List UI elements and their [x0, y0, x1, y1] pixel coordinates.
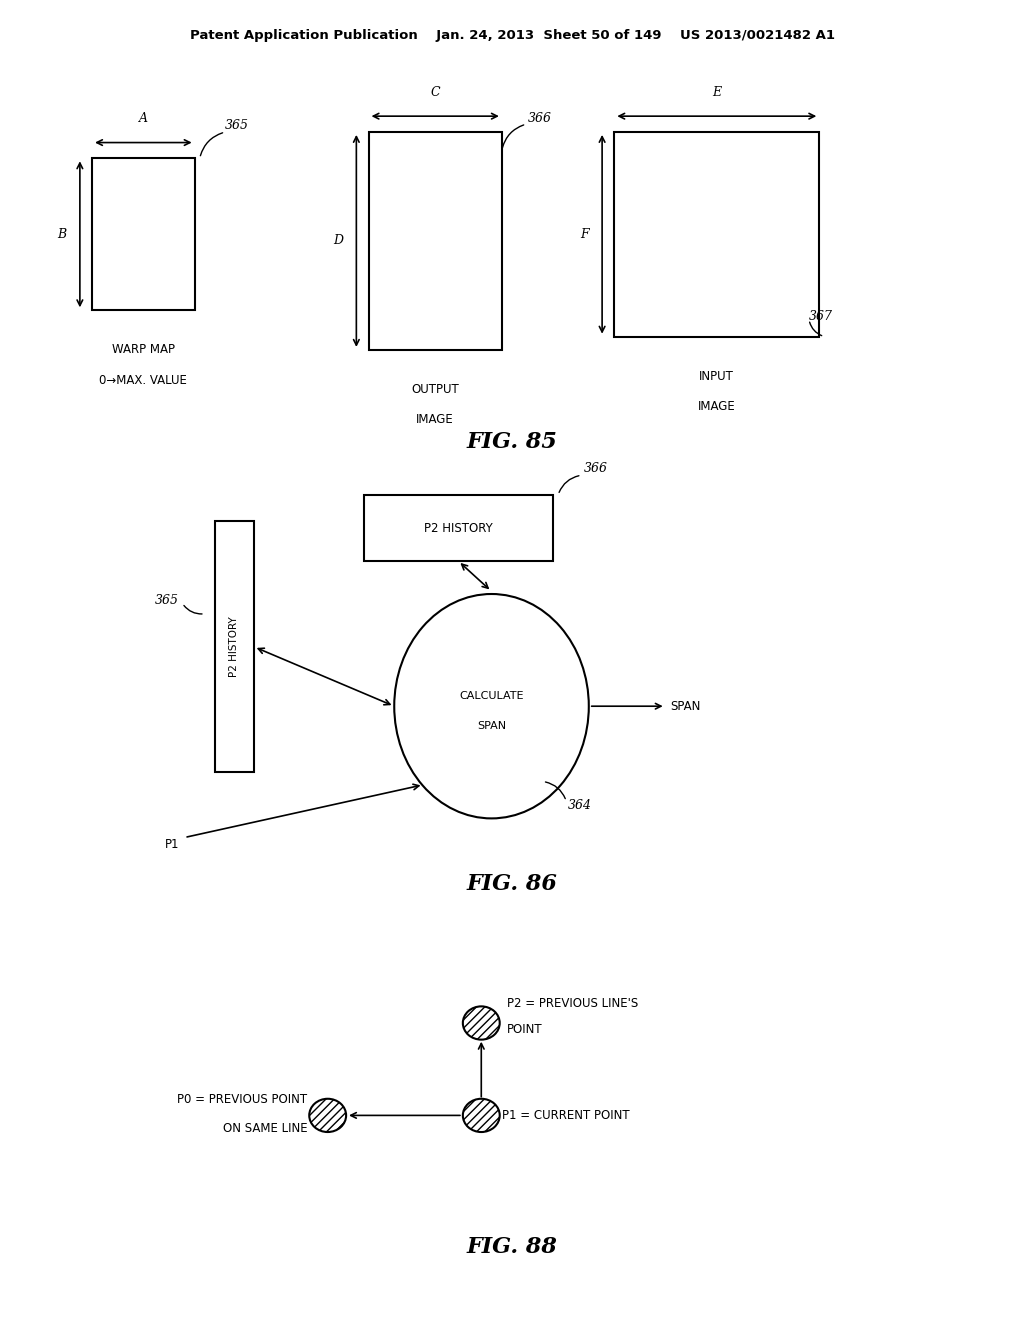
Text: CALCULATE: CALCULATE — [460, 690, 523, 701]
Text: INPUT: INPUT — [699, 370, 734, 383]
Text: P1: P1 — [165, 838, 179, 850]
Text: FIG. 88: FIG. 88 — [467, 1237, 557, 1258]
FancyBboxPatch shape — [215, 521, 254, 772]
Text: FIG. 85: FIG. 85 — [467, 432, 557, 453]
Text: P2 HISTORY: P2 HISTORY — [229, 616, 240, 677]
Text: P2 HISTORY: P2 HISTORY — [424, 521, 493, 535]
Text: D: D — [333, 235, 343, 247]
Text: SPAN: SPAN — [477, 721, 506, 731]
Text: 365: 365 — [156, 594, 179, 607]
Text: Patent Application Publication    Jan. 24, 2013  Sheet 50 of 149    US 2013/0021: Patent Application Publication Jan. 24, … — [189, 29, 835, 42]
Text: P2 = PREVIOUS LINE'S: P2 = PREVIOUS LINE'S — [507, 997, 638, 1010]
FancyBboxPatch shape — [92, 158, 195, 310]
Text: SPAN: SPAN — [671, 700, 701, 713]
Text: A: A — [139, 112, 147, 125]
Text: OUTPUT: OUTPUT — [412, 383, 459, 396]
Text: 366: 366 — [584, 462, 607, 475]
Text: ON SAME LINE: ON SAME LINE — [222, 1122, 307, 1135]
Text: P0 = PREVIOUS POINT: P0 = PREVIOUS POINT — [177, 1093, 307, 1106]
Text: C: C — [430, 86, 440, 99]
Text: 367: 367 — [809, 310, 833, 323]
Text: IMAGE: IMAGE — [417, 413, 454, 426]
Ellipse shape — [394, 594, 589, 818]
Text: IMAGE: IMAGE — [698, 400, 735, 413]
Ellipse shape — [463, 1098, 500, 1133]
Text: 364: 364 — [568, 799, 592, 812]
Text: 0→MAX. VALUE: 0→MAX. VALUE — [99, 374, 187, 387]
Text: POINT: POINT — [507, 1023, 543, 1036]
Ellipse shape — [463, 1006, 500, 1040]
Text: F: F — [581, 228, 589, 240]
FancyBboxPatch shape — [614, 132, 819, 337]
Text: WARP MAP: WARP MAP — [112, 343, 175, 356]
Ellipse shape — [309, 1098, 346, 1133]
Text: FIG. 86: FIG. 86 — [467, 874, 557, 895]
Text: B: B — [57, 228, 67, 240]
Text: E: E — [713, 86, 721, 99]
Text: 366: 366 — [527, 112, 551, 125]
Text: P1 = CURRENT POINT: P1 = CURRENT POINT — [502, 1109, 630, 1122]
FancyBboxPatch shape — [364, 495, 553, 561]
FancyBboxPatch shape — [369, 132, 502, 350]
Text: 365: 365 — [225, 119, 249, 132]
